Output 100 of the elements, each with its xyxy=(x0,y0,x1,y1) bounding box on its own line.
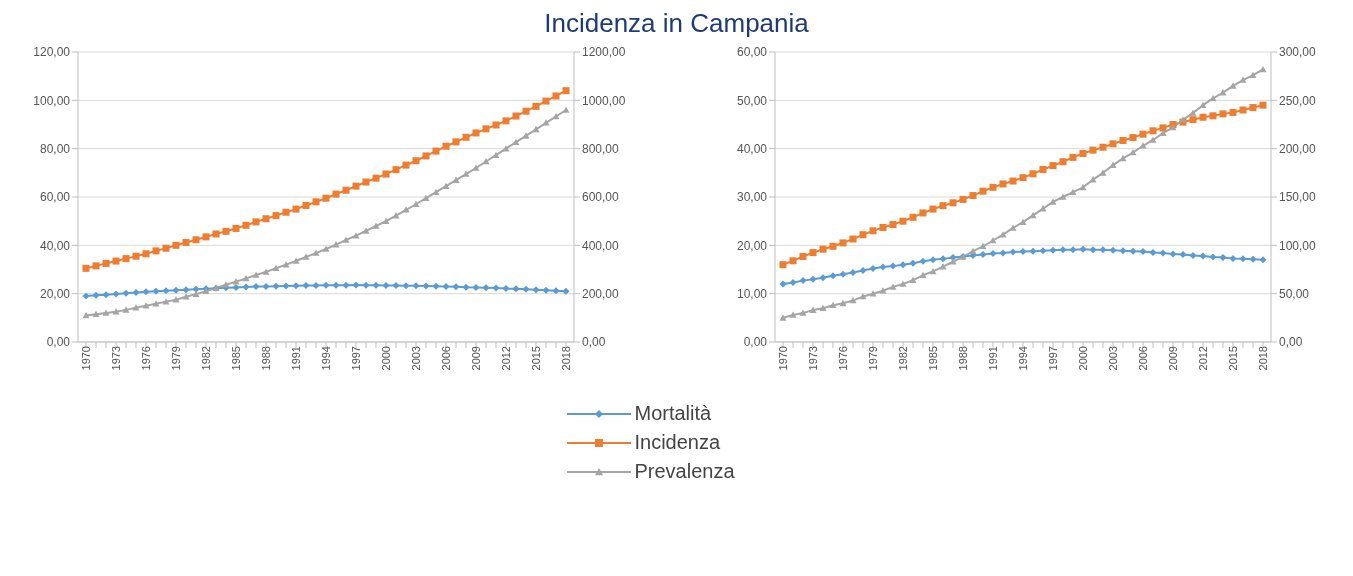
point xyxy=(412,200,420,208)
point xyxy=(929,256,937,264)
point xyxy=(1149,127,1157,135)
point xyxy=(839,270,847,278)
point xyxy=(432,147,440,155)
point xyxy=(562,87,570,95)
point xyxy=(899,261,907,269)
point xyxy=(412,157,420,165)
point xyxy=(432,282,440,290)
x-tick-label: 1985 xyxy=(926,346,939,371)
point xyxy=(889,283,897,290)
point xyxy=(1239,255,1247,263)
point xyxy=(502,117,510,125)
x-tick-label: 1985 xyxy=(229,346,242,371)
x-tick-label: 1988 xyxy=(956,346,969,371)
point xyxy=(909,213,917,221)
point xyxy=(182,238,190,246)
legend-label: Mortalità xyxy=(634,402,712,425)
point xyxy=(182,293,190,300)
point xyxy=(102,259,110,267)
point xyxy=(1259,256,1267,264)
point xyxy=(492,121,500,129)
point xyxy=(482,157,490,165)
point xyxy=(372,222,380,229)
point xyxy=(152,287,160,295)
point xyxy=(1179,251,1187,259)
y2-tick-label: 150,00 xyxy=(1279,190,1317,205)
point xyxy=(352,182,360,190)
point xyxy=(92,310,100,318)
point xyxy=(1209,94,1217,102)
point xyxy=(1079,150,1087,157)
point xyxy=(1239,106,1247,114)
point xyxy=(779,261,787,269)
point xyxy=(232,224,240,232)
point xyxy=(1119,136,1127,144)
point xyxy=(889,262,897,270)
point xyxy=(859,231,867,239)
point xyxy=(1099,143,1107,151)
point xyxy=(242,221,250,229)
point xyxy=(1249,255,1257,263)
point xyxy=(869,227,877,235)
point xyxy=(1079,183,1087,191)
point xyxy=(272,282,280,290)
point xyxy=(1069,188,1077,195)
point xyxy=(919,271,927,279)
x-tick-label: 1991 xyxy=(289,346,302,371)
point xyxy=(1139,142,1147,149)
point xyxy=(849,296,857,304)
point xyxy=(192,290,200,297)
point xyxy=(262,282,270,290)
point xyxy=(1019,174,1027,182)
point xyxy=(1039,247,1047,255)
point xyxy=(1249,104,1257,112)
y-tick-label: 60,00 xyxy=(39,190,71,205)
point xyxy=(112,257,120,265)
point xyxy=(102,309,110,316)
point xyxy=(472,129,480,137)
point xyxy=(1209,253,1217,261)
point xyxy=(362,178,370,186)
point xyxy=(1139,130,1147,138)
point xyxy=(102,291,110,299)
point xyxy=(1089,246,1097,254)
point xyxy=(779,280,787,288)
point xyxy=(1029,211,1037,219)
x-tick-label: 1988 xyxy=(259,346,272,371)
point xyxy=(122,289,130,297)
point xyxy=(112,308,120,315)
point xyxy=(372,174,380,182)
point xyxy=(1069,246,1077,254)
point xyxy=(1049,162,1057,170)
point xyxy=(482,125,490,133)
point xyxy=(899,280,907,287)
point xyxy=(1259,65,1267,73)
point xyxy=(512,112,520,120)
point xyxy=(252,271,260,278)
point xyxy=(819,274,827,282)
point xyxy=(829,301,837,309)
point xyxy=(1159,129,1167,136)
point xyxy=(372,281,380,289)
point xyxy=(919,257,927,265)
point xyxy=(442,182,450,189)
point xyxy=(1009,224,1017,231)
point xyxy=(532,102,540,110)
point xyxy=(202,233,210,241)
point xyxy=(989,250,997,258)
point xyxy=(552,92,560,100)
y-tick-label: 30,00 xyxy=(736,190,768,205)
point xyxy=(282,208,290,216)
point xyxy=(1019,218,1027,225)
y2-tick-label: 100,00 xyxy=(1279,238,1317,253)
y-tick-label: 50,00 xyxy=(736,93,768,108)
point xyxy=(522,107,530,115)
x-tick-label: 2006 xyxy=(439,346,452,371)
point xyxy=(799,277,807,285)
point xyxy=(919,209,927,217)
y2-tick-label: 0,00 xyxy=(1279,335,1303,350)
point xyxy=(1019,248,1027,256)
point xyxy=(1159,124,1167,132)
point xyxy=(112,290,120,298)
point xyxy=(302,201,310,209)
